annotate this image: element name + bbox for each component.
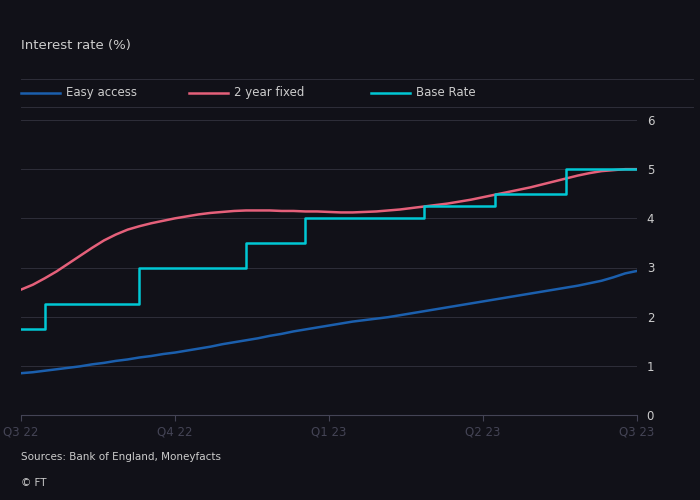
Text: Base Rate: Base Rate bbox=[416, 86, 476, 99]
Text: 2 year fixed: 2 year fixed bbox=[234, 86, 305, 99]
Text: Sources: Bank of England, Moneyfacts: Sources: Bank of England, Moneyfacts bbox=[21, 452, 221, 462]
Text: Easy access: Easy access bbox=[66, 86, 137, 99]
Text: © FT: © FT bbox=[21, 478, 46, 488]
Text: Interest rate (%): Interest rate (%) bbox=[21, 40, 131, 52]
